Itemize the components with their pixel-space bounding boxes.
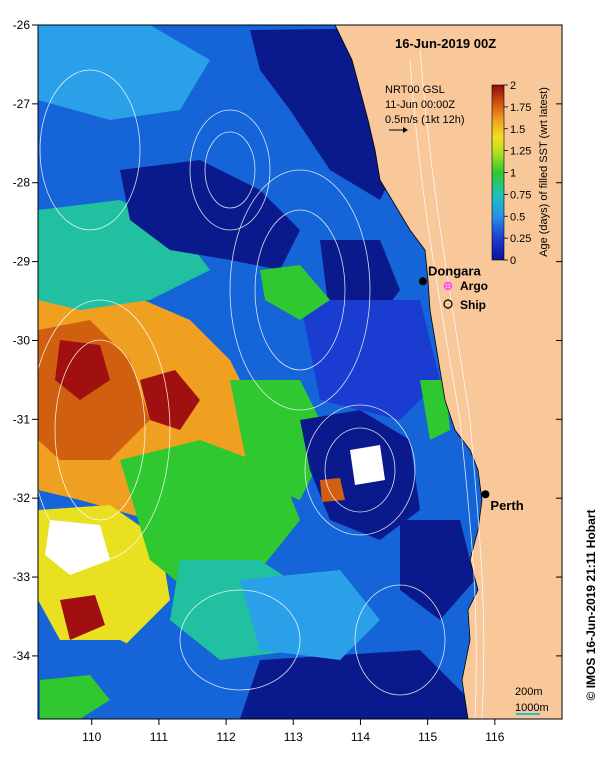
colorbar-tick-label: 0.75 (510, 189, 531, 201)
red-patch-3 (60, 595, 105, 640)
red-patch-1 (55, 340, 110, 400)
lon-tick-label: 115 (418, 730, 437, 744)
colorbar-tick-label: 0.25 (510, 233, 531, 245)
orange-spot (320, 478, 345, 502)
colorbar-tick-label: 0 (510, 255, 516, 267)
plot-frame (37, 24, 563, 720)
credit-text: © IMOS 16-Jun-2019 21:11 Hobart (584, 510, 598, 701)
lat-tick-label: -26 (13, 18, 31, 32)
colorbar-ticks: 2 1.75 1.5 1.25 1 0.75 0.5 0.25 0 (504, 80, 531, 267)
info-source: NRT00 GSL (385, 84, 445, 96)
city-marker-dongara (418, 277, 427, 286)
lat-tick-label: -32 (13, 491, 31, 505)
lon-tick-label: 116 (485, 730, 504, 744)
latitude-axis: -26 -27 -28 -29 -30 -31 -32 -33 -34 (13, 18, 562, 663)
eddy-north (120, 160, 300, 270)
lon-tick-label: 110 (82, 730, 101, 744)
legend-argo: Argo (460, 279, 488, 293)
lat-tick-label: -27 (13, 97, 31, 111)
ship-circle-icon (443, 299, 453, 309)
info-scale-vector: 0.5m/s (1kt 12h) (385, 114, 464, 126)
colorbar-tick-label: 1.75 (510, 102, 531, 114)
lon-tick-label: 111 (150, 730, 169, 744)
light-blue-south (240, 570, 380, 660)
legend-ship: Ship (460, 298, 486, 312)
colorbar-gradient (491, 84, 505, 261)
eddy-south (400, 520, 475, 620)
cloud-gap-2 (350, 445, 385, 485)
colorbar-tick-label: 0.5 (510, 211, 525, 223)
green-coastal-1 (260, 265, 330, 320)
map-title: 16-Jun-2019 00Z (395, 36, 496, 51)
argo-star-icon (443, 281, 453, 291)
lon-tick-label: 114 (351, 730, 370, 744)
depth-contour-legend: 200m 1000m (515, 686, 549, 715)
red-patch-2 (140, 370, 200, 430)
city-label-dongara: Dongara (428, 263, 482, 278)
land-western-australia (334, 25, 562, 719)
map-field (38, 25, 562, 719)
mid-blue-1 (300, 300, 440, 420)
observation-legend: Argo Ship (443, 279, 488, 312)
city-markers: Dongara Perth (418, 263, 524, 513)
colorbar: 2 1.75 1.5 1.25 1 0.75 0.5 0.25 0 Age (days) of … (491, 80, 550, 267)
colorbar-tick-label: 1.5 (510, 124, 525, 136)
cloud-gap-1 (45, 520, 110, 575)
lat-tick-label: -29 (13, 255, 31, 269)
depth-200m-label: 200m (515, 686, 543, 698)
colorbar-tick-label: 2 (510, 80, 516, 92)
longitude-axis: 110 111 112 113 114 115 116 (82, 719, 505, 744)
info-datetime: 11-Jun 00:00Z (385, 99, 455, 111)
lat-tick-label: -33 (13, 570, 31, 584)
lat-tick-label: -31 (13, 412, 31, 426)
current-contours (38, 49, 485, 719)
velocity-arrow-icon (389, 127, 408, 133)
lat-tick-label: -28 (13, 176, 31, 190)
lat-tick-label: -34 (13, 649, 31, 663)
depth-1000m-label: 1000m (515, 702, 549, 714)
colorbar-label: Age (days) of filled SST (wrt latest) (538, 87, 550, 257)
lon-tick-label: 112 (217, 730, 236, 744)
city-marker-perth (481, 490, 490, 499)
eddy-bottom (240, 650, 470, 719)
lon-tick-label: 113 (284, 730, 303, 744)
lat-tick-label: -30 (13, 333, 31, 347)
green-coastal-2 (420, 380, 450, 440)
colorbar-tick-label: 1 (510, 168, 516, 180)
city-label-perth: Perth (490, 498, 523, 513)
light-blue-nw (38, 25, 210, 120)
green-sw (40, 675, 110, 719)
colorbar-tick-label: 1.25 (510, 146, 531, 158)
